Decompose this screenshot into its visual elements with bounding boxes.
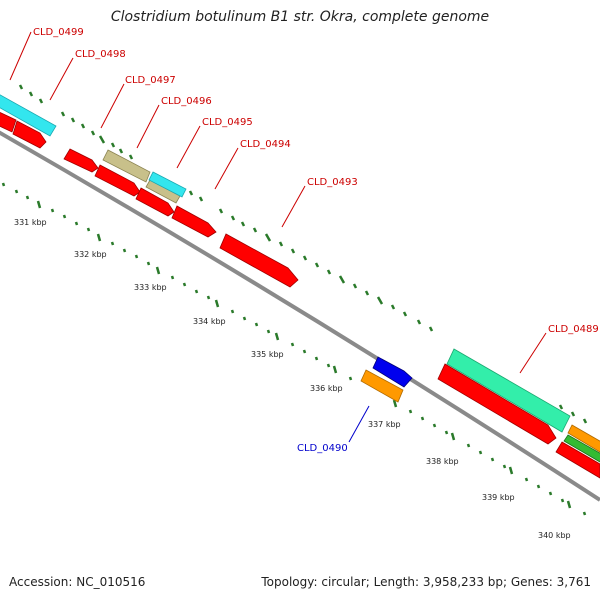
gene-feature-orange[interactable] bbox=[360, 369, 404, 403]
gene-feature-khaki[interactable] bbox=[102, 149, 151, 183]
scale-label: 336 kbp bbox=[310, 384, 343, 393]
scale-tick-track bbox=[1, 182, 587, 516]
scale-label: 335 kbp bbox=[251, 350, 284, 359]
gene-features bbox=[0, 92, 600, 479]
label-leaders bbox=[9, 31, 547, 443]
gene-feature-arrow[interactable] bbox=[94, 164, 141, 197]
gene-feature-arrow[interactable] bbox=[555, 441, 600, 479]
gene-feature-orange[interactable] bbox=[567, 424, 600, 453]
gene-label-cld-0497[interactable]: CLD_0497 bbox=[125, 75, 176, 86]
gene-feature-cyan[interactable] bbox=[148, 171, 187, 198]
gene-feature-teal[interactable] bbox=[446, 348, 571, 433]
gene-label-cld-0493[interactable]: CLD_0493 bbox=[307, 177, 358, 188]
genome-backbone bbox=[0, 130, 600, 502]
gene-label-cld-0496[interactable]: CLD_0496 bbox=[161, 96, 212, 107]
scale-label: 334 kbp bbox=[193, 317, 226, 326]
gene-feature-arrow[interactable] bbox=[437, 363, 557, 445]
gene-label-cld-0494[interactable]: CLD_0494 bbox=[240, 139, 291, 150]
outer-tick-track bbox=[18, 84, 588, 424]
scale-label: 331 kbp bbox=[14, 218, 47, 227]
scale-label: 338 kbp bbox=[426, 457, 459, 466]
gene-feature-cyan[interactable] bbox=[0, 92, 57, 137]
scale-label: 337 kbp bbox=[368, 420, 401, 429]
scale-label: 339 kbp bbox=[482, 493, 515, 502]
gene-feature-arrow[interactable] bbox=[171, 205, 217, 238]
gene-feature-green[interactable] bbox=[563, 434, 600, 463]
gene-feature-arrow[interactable] bbox=[135, 187, 175, 217]
gene-label-cld-0490[interactable]: CLD_0490 bbox=[297, 443, 348, 454]
scale-labels: 331 kbp 332 kbp 333 kbp 334 kbp 335 kbp … bbox=[14, 218, 571, 540]
accession-text: Accession: NC_010516 bbox=[9, 575, 146, 589]
gene-labels: CLD_0499 CLD_0498 CLD_0497 CLD_0496 CLD_… bbox=[33, 27, 599, 454]
gene-label-cld-0495[interactable]: CLD_0495 bbox=[202, 117, 253, 128]
gene-feature-arrow[interactable] bbox=[63, 148, 99, 173]
scale-label: 332 kbp bbox=[74, 250, 107, 259]
gene-feature-arrow[interactable] bbox=[12, 120, 47, 149]
gene-label-cld-0499[interactable]: CLD_0499 bbox=[33, 27, 84, 38]
genome-title: Clostridium botulinum B1 str. Okra, comp… bbox=[110, 9, 490, 25]
genome-summary-text: Topology: circular; Length: 3,958,233 bp… bbox=[261, 575, 591, 589]
scale-label: 340 kbp bbox=[538, 531, 571, 540]
gene-feature-blue[interactable] bbox=[372, 356, 413, 388]
scale-label: 333 kbp bbox=[134, 283, 167, 292]
gene-label-cld-0489[interactable]: CLD_0489 bbox=[548, 324, 599, 335]
gene-feature-arrow[interactable] bbox=[0, 110, 17, 133]
gene-label-cld-0498[interactable]: CLD_0498 bbox=[75, 49, 126, 60]
gene-feature-arrow[interactable] bbox=[219, 233, 299, 288]
